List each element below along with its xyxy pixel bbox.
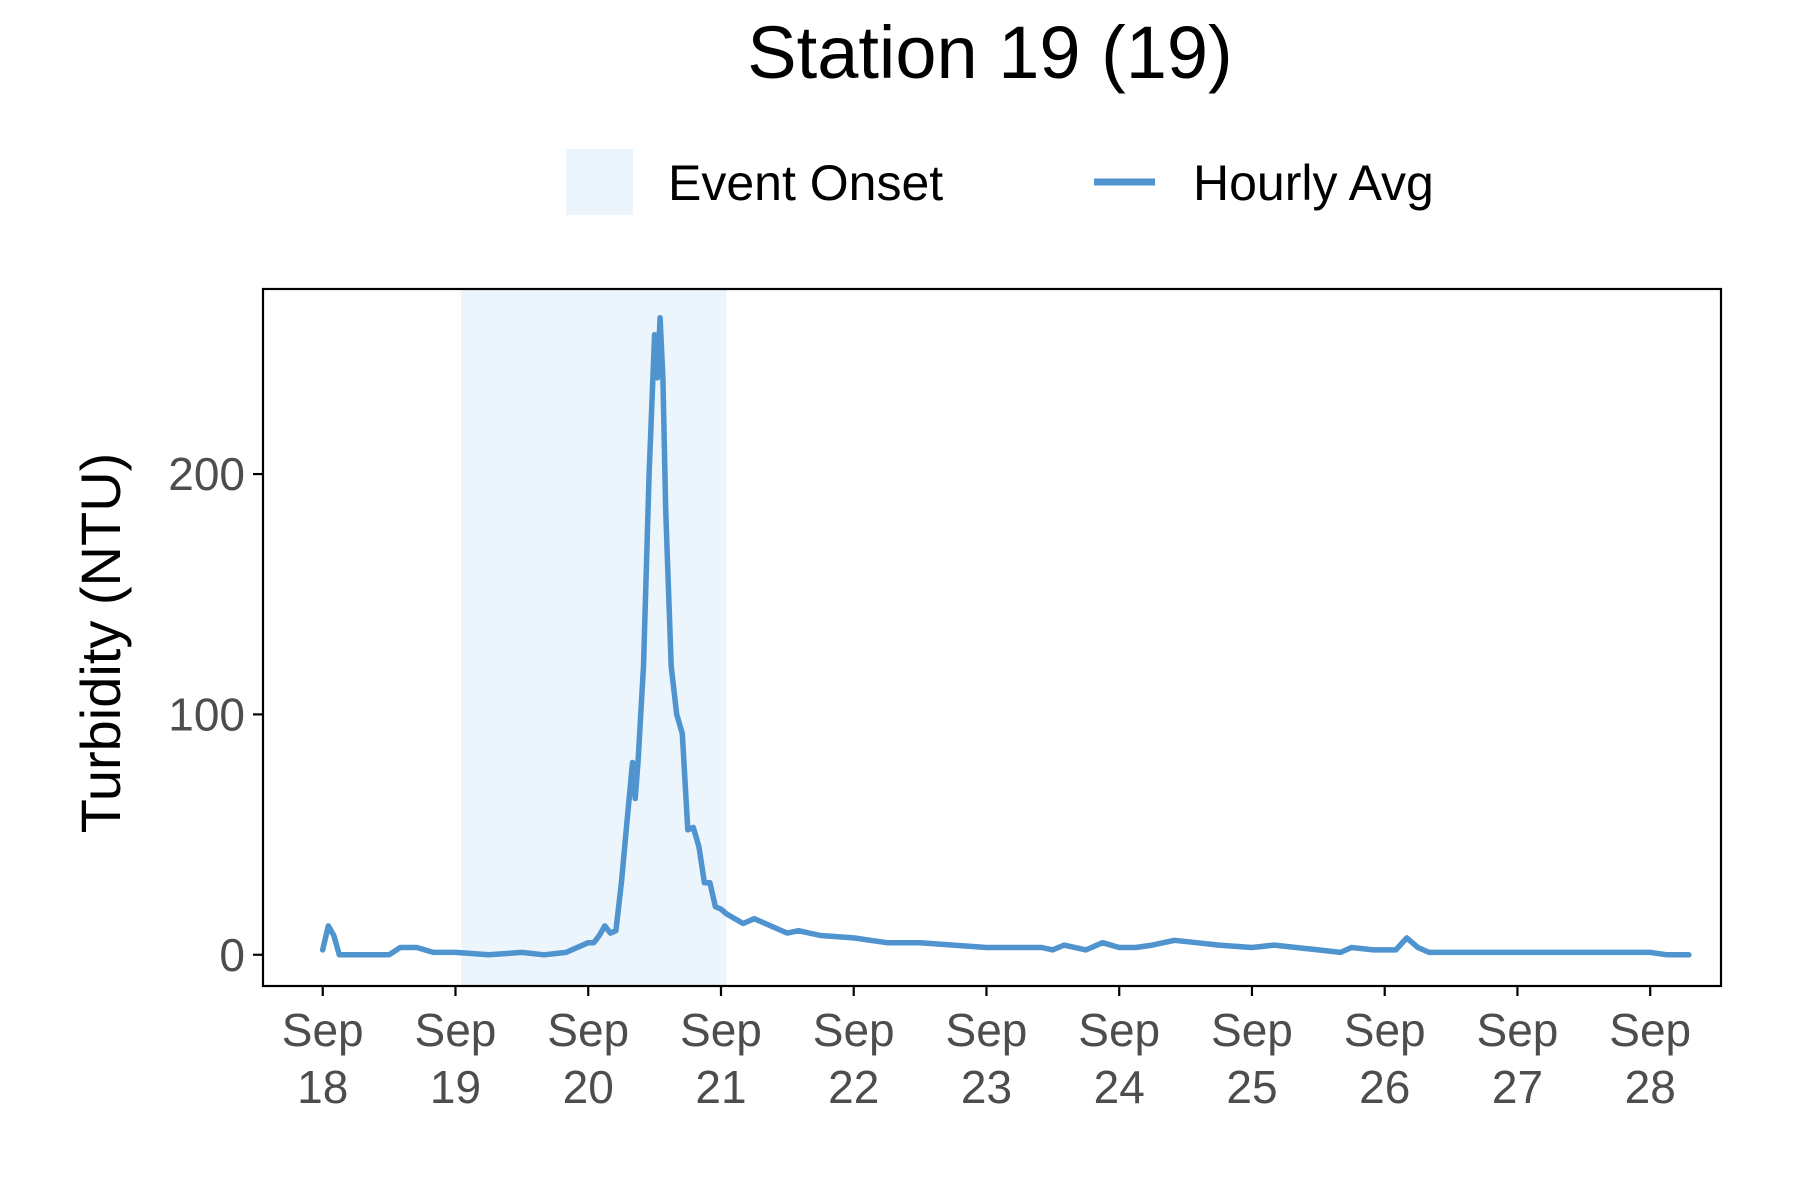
x-tick-label-day: 23: [961, 1061, 1012, 1113]
x-tick-label: Sep 21: [680, 1004, 762, 1113]
x-tick-label-day: 25: [1226, 1061, 1277, 1113]
legend-event-onset-key: [566, 149, 633, 215]
plot-border: [261, 287, 1723, 988]
event-onset-band: [461, 289, 727, 986]
x-tick-label-day: 24: [1094, 1061, 1145, 1113]
x-tick-label: Sep 25: [1211, 1004, 1293, 1113]
x-tick-label-day: 26: [1359, 1061, 1410, 1113]
x-tick-label: Sep 22: [813, 1004, 895, 1113]
x-tick-label-day: 20: [563, 1061, 614, 1113]
x-tick-label-month: Sep: [946, 1004, 1028, 1056]
x-tick-label-month: Sep: [282, 1004, 364, 1056]
x-tick-label: Sep 28: [1609, 1004, 1691, 1113]
x-tick-label-day: 19: [430, 1061, 481, 1113]
chart-title: Station 19 (19): [747, 11, 1232, 94]
x-tick-label: Sep 24: [1078, 1004, 1160, 1113]
x-tick-label-month: Sep: [1609, 1004, 1691, 1056]
y-tick-label: 0: [219, 929, 245, 981]
x-tick-label-day: 18: [297, 1061, 348, 1113]
x-tick-label: Sep 23: [946, 1004, 1028, 1113]
y-axis: 0 100 200: [168, 448, 263, 981]
x-tick-label: Sep 26: [1344, 1004, 1426, 1113]
x-tick-label: Sep 18: [282, 1004, 364, 1113]
x-tick-label-month: Sep: [1211, 1004, 1293, 1056]
y-axis-title: Turbidity (NTU): [69, 453, 132, 834]
x-tick-label-month: Sep: [680, 1004, 762, 1056]
legend: Event Onset Hourly Avg: [566, 149, 1434, 215]
x-tick-label-month: Sep: [1477, 1004, 1559, 1056]
y-tick-label: 100: [168, 688, 245, 740]
x-tick-label-day: 22: [828, 1061, 879, 1113]
x-tick-label-month: Sep: [1344, 1004, 1426, 1056]
series-line-hourly-avg: [319, 315, 1692, 958]
x-tick-label-month: Sep: [415, 1004, 497, 1056]
x-tick-label-day: 21: [695, 1061, 746, 1113]
x-tick-label-day: 27: [1492, 1061, 1543, 1113]
x-tick-label: Sep 20: [547, 1004, 629, 1113]
legend-event-onset-label: Event Onset: [668, 155, 943, 211]
legend-hourly-avg-label: Hourly Avg: [1193, 155, 1434, 211]
x-tick-label-month: Sep: [813, 1004, 895, 1056]
x-tick-label: Sep 19: [415, 1004, 497, 1113]
x-tick-label-day: 28: [1625, 1061, 1676, 1113]
y-tick-label: 200: [168, 448, 245, 500]
x-tick-label-month: Sep: [547, 1004, 629, 1056]
x-tick-label: Sep 27: [1477, 1004, 1559, 1113]
x-tick-label-month: Sep: [1078, 1004, 1160, 1056]
plot-area: [261, 287, 1723, 988]
